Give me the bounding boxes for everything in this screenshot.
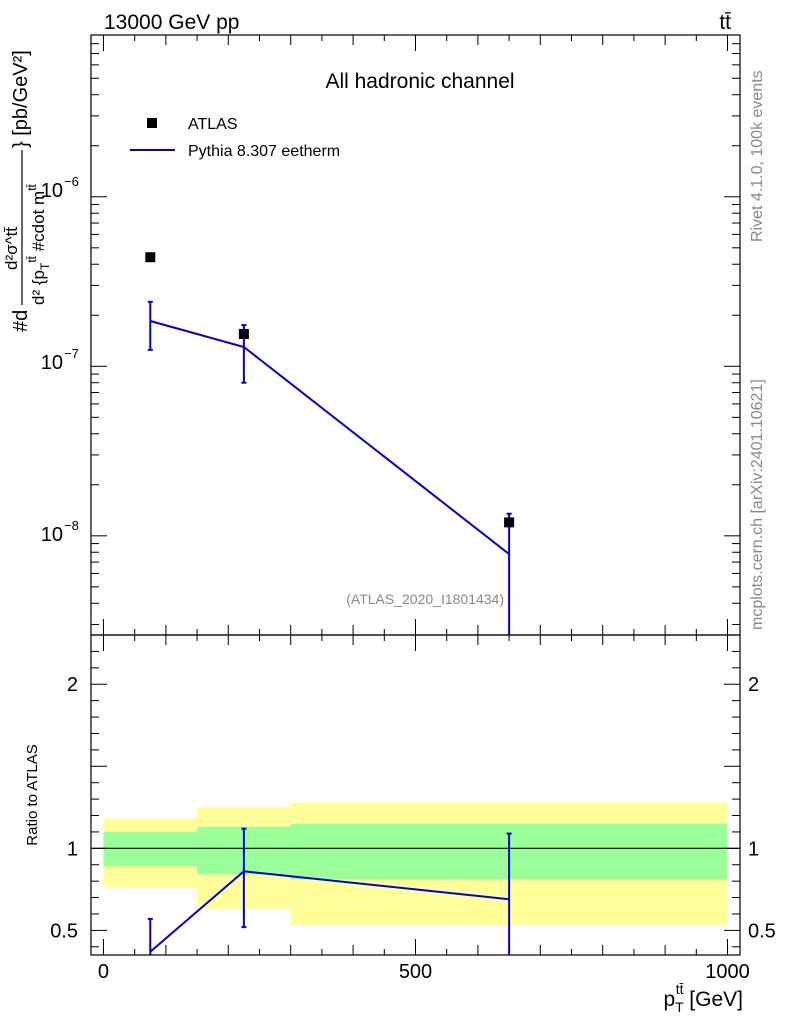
ratio-ytick-label-left: 0.5 — [50, 920, 78, 942]
ratio-panel: 0.5 0.5 1 1 2 2 0 500 1000 Ratio to ATLAS pTtt̄… — [24, 634, 776, 1015]
main-ylabel-prefix: #d — [10, 310, 32, 332]
main-tick-marks — [91, 34, 740, 635]
main-data-series — [145, 252, 515, 528]
data-point-atlas — [504, 517, 515, 528]
ratio-xtick-label: 0 — [98, 961, 109, 983]
ratio-ytick-label-left: 2 — [67, 674, 78, 696]
ratio-xtick-label: 500 — [399, 961, 432, 983]
energy-label: 13000 GeV pp — [104, 11, 239, 34]
ratio-ytick-label-right: 2 — [748, 674, 759, 696]
ratio-mc-series — [147, 827, 512, 955]
main-title: All hadronic channel — [325, 70, 514, 93]
main-ylabel-denominator: d² {pTtt̄ #cdot mtt̄ — [25, 183, 52, 305]
main-mc-series — [147, 300, 512, 635]
ratio-ytick-label-left: 1 — [67, 838, 78, 860]
main-ytick-label-exp: −7 — [64, 346, 79, 361]
legend-label-mc: Pythia 8.307 eetherm — [188, 143, 340, 160]
analysis-label: (ATLAS_2020_I1801434) — [346, 591, 504, 607]
ratio-xtick-label: 1000 — [705, 961, 750, 983]
ratio-bands — [103, 802, 728, 926]
data-point-atlas — [145, 252, 156, 263]
legend: ATLAS Pythia 8.307 eetherm — [130, 116, 340, 160]
main-ytick-label-exp: −8 — [64, 518, 79, 533]
main-mc-line — [150, 320, 510, 555]
data-point-atlas — [238, 329, 249, 340]
ratio-ylabel: Ratio to ATLAS — [24, 744, 41, 845]
legend-label-atlas: ATLAS — [188, 116, 238, 133]
ratio-frame — [90, 634, 741, 956]
ratio-xtick-labels: 0 500 1000 — [98, 961, 750, 983]
main-panel: All hadronic channel (ATLAS_2020_I180143… — [2, 34, 741, 636]
main-ytick-1e-7: 10 −7 — [41, 346, 79, 374]
legend-marker-atlas — [147, 118, 157, 128]
ratio-tick-marks — [91, 635, 740, 955]
main-ytick-label-base: 10 — [41, 352, 63, 374]
rivet-label: Rivet 4.1.0, 100k events — [749, 70, 766, 242]
ratio-ytick-label-right: 1 — [748, 838, 759, 860]
source-label: mcplots.cern.ch [arXiv:2401.10621] — [749, 379, 766, 630]
main-ytick-label-base: 10 — [41, 524, 63, 546]
main-ylabel: #d d²σ^tt̄ d² {pTtt̄ #cdot mtt̄ } [pb/Ge… — [2, 50, 52, 332]
ratio-ytick-labels: 0.5 0.5 1 1 2 2 — [50, 674, 776, 942]
main-ytick-label-exp: −6 — [64, 174, 79, 189]
main-ytick-1e-6: 10 −6 — [41, 174, 79, 202]
main-ytick-label-base: 10 — [41, 180, 63, 202]
main-ytick-1e-8: 10 −8 — [41, 518, 79, 546]
ratio-band-inner — [103, 831, 198, 867]
main-ylabel-unit: } [pb/GeV²] — [10, 50, 32, 148]
process-label: tt̄ — [719, 11, 731, 34]
ratio-ytick-label-right: 0.5 — [748, 920, 776, 942]
ratio-xlabel: pTtt̄ [GeV] — [663, 981, 743, 1015]
main-ylabel-numerator: d²σ^tt̄ — [2, 227, 21, 270]
